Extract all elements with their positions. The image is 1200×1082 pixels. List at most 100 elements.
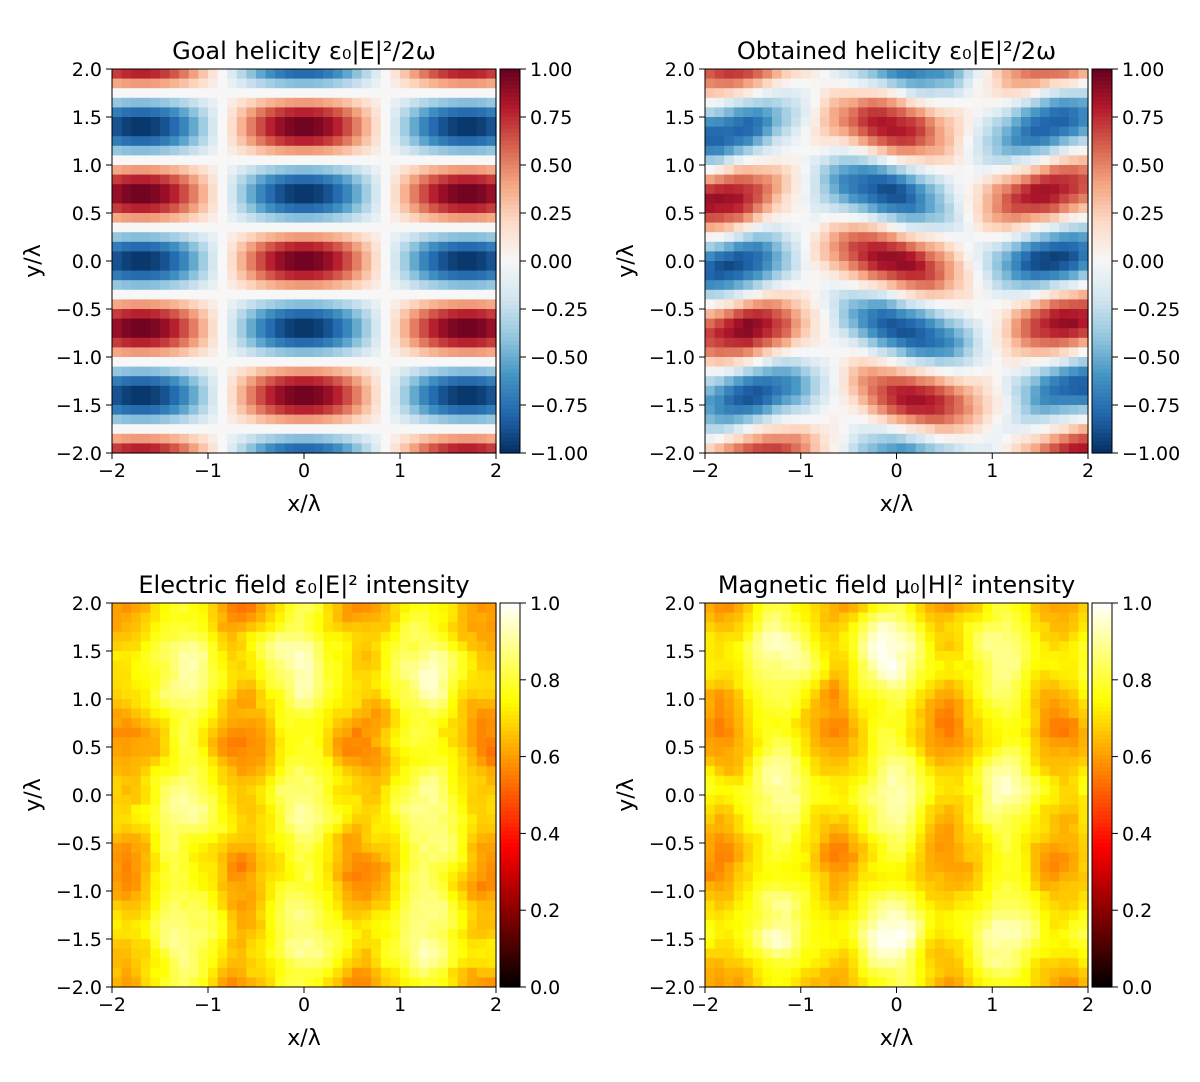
heatmap-cell bbox=[236, 155, 247, 166]
heatmap-cell bbox=[428, 699, 439, 710]
heatmap-cell bbox=[1049, 97, 1060, 108]
heatmap-cell bbox=[304, 136, 315, 147]
heatmap-cell bbox=[829, 347, 840, 358]
heatmap-cell bbox=[169, 862, 180, 873]
heatmap-cell bbox=[781, 328, 792, 339]
colorbar-step bbox=[500, 97, 520, 102]
heatmap-cell bbox=[781, 347, 792, 358]
heatmap-cell bbox=[246, 718, 257, 729]
heatmap-cell bbox=[352, 737, 363, 748]
heatmap-cell bbox=[371, 612, 382, 623]
heatmap-cell bbox=[1078, 136, 1089, 147]
heatmap-cell bbox=[332, 69, 343, 80]
heatmap-cell bbox=[428, 871, 439, 882]
heatmap-cell bbox=[227, 165, 238, 176]
heatmap-cell bbox=[858, 241, 869, 252]
heatmap-cell bbox=[179, 280, 190, 291]
heatmap-cell bbox=[925, 443, 936, 454]
heatmap-cell bbox=[800, 433, 811, 444]
heatmap-cell bbox=[371, 862, 382, 873]
heatmap-cell bbox=[121, 679, 132, 690]
heatmap-cell bbox=[848, 251, 859, 262]
heatmap-cell bbox=[208, 174, 219, 185]
heatmap-cell bbox=[390, 347, 401, 358]
heatmap-cell bbox=[112, 670, 123, 681]
heatmap-cell bbox=[188, 670, 199, 681]
heatmap-cell bbox=[944, 117, 955, 128]
heatmap-cell bbox=[198, 165, 209, 176]
heatmap-cell bbox=[448, 414, 459, 425]
heatmap-cell bbox=[188, 193, 199, 204]
heatmap-cell bbox=[188, 948, 199, 959]
heatmap-cell bbox=[217, 395, 228, 406]
heatmap-cell bbox=[743, 405, 754, 416]
chart-panel-obtained: −2 −1 0 1 22.01.51.00.50.0−0.5−1.0−1.5−2.0Ob… bbox=[614, 37, 1180, 517]
heatmap-cell bbox=[169, 309, 180, 320]
heatmap-cell bbox=[762, 414, 773, 425]
heatmap-cell bbox=[217, 347, 228, 358]
heatmap-cell bbox=[925, 318, 936, 329]
heatmap-cell bbox=[361, 222, 372, 233]
heatmap-cell bbox=[1011, 97, 1022, 108]
heatmap-cell bbox=[294, 376, 305, 387]
heatmap-cell bbox=[428, 289, 439, 300]
colorbar-step bbox=[1092, 89, 1112, 94]
heatmap-cell bbox=[781, 78, 792, 89]
heatmap-cell bbox=[1059, 136, 1070, 147]
heatmap-cell bbox=[246, 69, 257, 80]
heatmap-cell bbox=[486, 299, 497, 310]
colorbar-step bbox=[500, 397, 520, 402]
heatmap-cell bbox=[217, 814, 228, 825]
heatmap-cell bbox=[829, 213, 840, 224]
heatmap-cell bbox=[400, 280, 411, 291]
heatmap-cell bbox=[800, 414, 811, 425]
heatmap-cell bbox=[160, 785, 171, 796]
heatmap-cell bbox=[313, 366, 324, 377]
heatmap-cell bbox=[982, 270, 993, 281]
heatmap-cell bbox=[179, 871, 190, 882]
heatmap-cell bbox=[131, 670, 142, 681]
heatmap-cell bbox=[476, 679, 487, 690]
heatmap-cell bbox=[304, 414, 315, 425]
heatmap-cell bbox=[877, 395, 888, 406]
heatmap-cell bbox=[486, 862, 497, 873]
heatmap-cell bbox=[217, 318, 228, 329]
heatmap-cell bbox=[227, 651, 238, 662]
colorbar-tick-label: −0.75 bbox=[530, 395, 588, 417]
colorbar-step bbox=[500, 201, 520, 206]
heatmap-cell bbox=[256, 203, 267, 214]
heatmap-cell bbox=[992, 145, 1003, 156]
heatmap-cell bbox=[448, 622, 459, 633]
heatmap-cell bbox=[217, 88, 228, 99]
heatmap-cell bbox=[409, 651, 420, 662]
heatmap-cell bbox=[150, 660, 161, 671]
heatmap-cell bbox=[867, 299, 878, 310]
heatmap-cell bbox=[352, 97, 363, 108]
heatmap-cell bbox=[448, 910, 459, 921]
heatmap-cell bbox=[371, 261, 382, 272]
heatmap-cell bbox=[140, 385, 151, 396]
heatmap-cell bbox=[438, 871, 449, 882]
heatmap-cell bbox=[227, 69, 238, 80]
heatmap-cell bbox=[476, 785, 487, 796]
heatmap-cell bbox=[791, 337, 802, 348]
y-tick-label: −2.0 bbox=[649, 443, 695, 465]
heatmap-cell bbox=[457, 823, 468, 834]
heatmap-cell bbox=[1011, 88, 1022, 99]
heatmap-cell bbox=[915, 261, 926, 272]
heatmap-cell bbox=[762, 78, 773, 89]
heatmap-cell bbox=[1001, 193, 1012, 204]
heatmap-cell bbox=[361, 881, 372, 892]
heatmap-cell bbox=[705, 213, 716, 224]
heatmap-cell bbox=[1078, 232, 1089, 243]
heatmap-cell bbox=[140, 919, 151, 930]
heatmap-cell bbox=[1078, 414, 1089, 425]
heatmap-cell bbox=[198, 145, 209, 156]
heatmap-cell bbox=[896, 395, 907, 406]
heatmap-cell bbox=[112, 948, 123, 959]
heatmap-cell bbox=[457, 919, 468, 930]
heatmap-cell bbox=[188, 347, 199, 358]
heatmap-cell bbox=[390, 823, 401, 834]
heatmap-cell bbox=[217, 641, 228, 652]
heatmap-cell bbox=[839, 414, 850, 425]
